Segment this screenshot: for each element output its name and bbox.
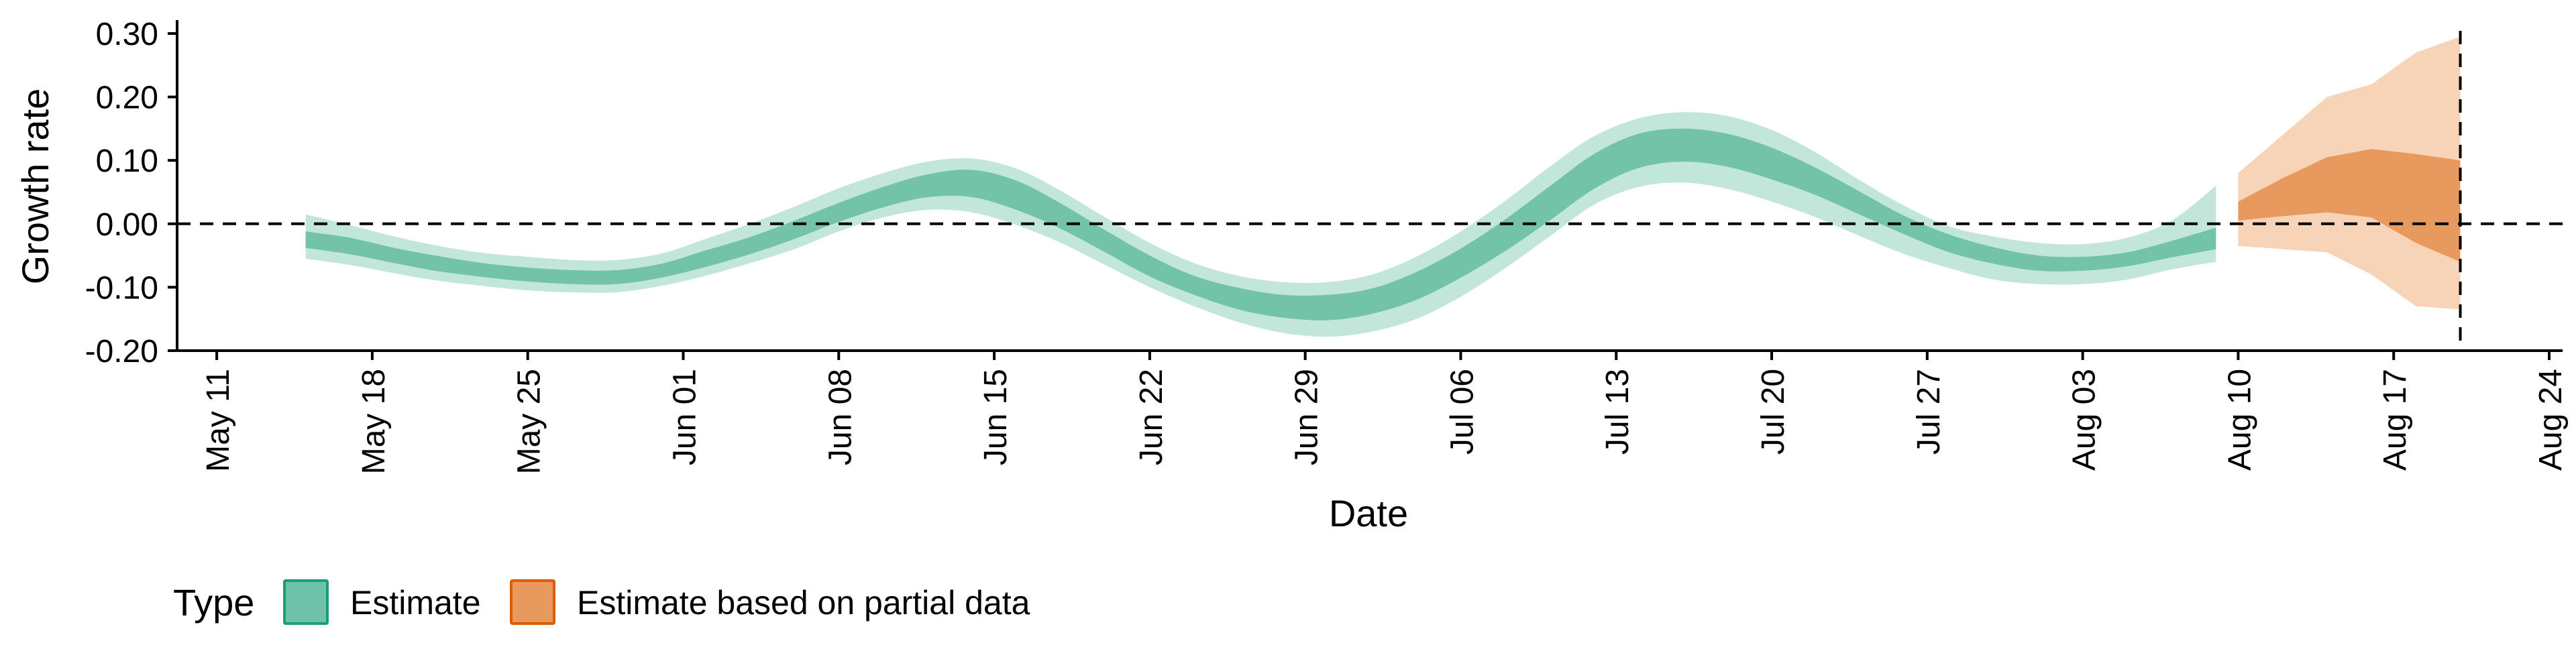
legend-label-partial: Estimate based on partial data bbox=[577, 584, 1030, 622]
y-tick-label: 0.30 bbox=[96, 17, 158, 52]
legend-title: Type bbox=[173, 581, 254, 624]
x-tick-label: May 25 bbox=[512, 369, 547, 474]
y-tick-label: 0.00 bbox=[96, 207, 158, 243]
x-tick-label: Jun 29 bbox=[1289, 369, 1325, 465]
x-axis-title: Date bbox=[1329, 492, 1408, 534]
legend: Type Estimate Estimate based on partial … bbox=[173, 579, 1030, 625]
x-tick-label: Jul 27 bbox=[1911, 369, 1947, 455]
legend-key-estimate bbox=[283, 579, 329, 625]
x-tick-label: Aug 24 bbox=[2533, 369, 2569, 471]
x-ticks: May 11 May 18 May 25 Jun 01 Jun 08 Jun 15 Jun … bbox=[201, 351, 2569, 474]
axes bbox=[176, 20, 2563, 352]
x-tick-label: Aug 17 bbox=[2377, 369, 2413, 471]
x-tick-label: Jul 13 bbox=[1600, 369, 1635, 455]
y-tick-label: 0.10 bbox=[96, 143, 158, 179]
y-axis-title: Growth rate bbox=[14, 89, 56, 285]
y-ticks: -0.20 -0.10 0.00 0.10 0.20 0.30 bbox=[85, 17, 177, 369]
bands-layer bbox=[305, 36, 2461, 337]
x-tick-label: May 18 bbox=[356, 369, 392, 474]
legend-key-partial bbox=[510, 579, 555, 625]
legend-label-estimate: Estimate bbox=[350, 584, 481, 622]
y-tick-label: -0.10 bbox=[85, 270, 158, 306]
x-tick-label: Aug 10 bbox=[2222, 369, 2257, 471]
x-tick-label: Jun 08 bbox=[822, 369, 858, 465]
reference-lines bbox=[177, 31, 2563, 351]
y-tick-label: -0.20 bbox=[85, 334, 158, 369]
y-tick-label: 0.20 bbox=[96, 80, 158, 116]
partial-band-50 bbox=[2238, 149, 2461, 262]
x-tick-label: Jun 01 bbox=[667, 369, 703, 465]
x-tick-label: Jul 06 bbox=[1445, 369, 1481, 455]
x-tick-label: Jun 15 bbox=[978, 369, 1014, 465]
x-tick-label: Jul 20 bbox=[1756, 369, 1791, 455]
x-tick-label: Jun 22 bbox=[1134, 369, 1169, 465]
x-tick-label: Aug 03 bbox=[2067, 369, 2102, 471]
x-tick-label: May 11 bbox=[201, 369, 236, 472]
